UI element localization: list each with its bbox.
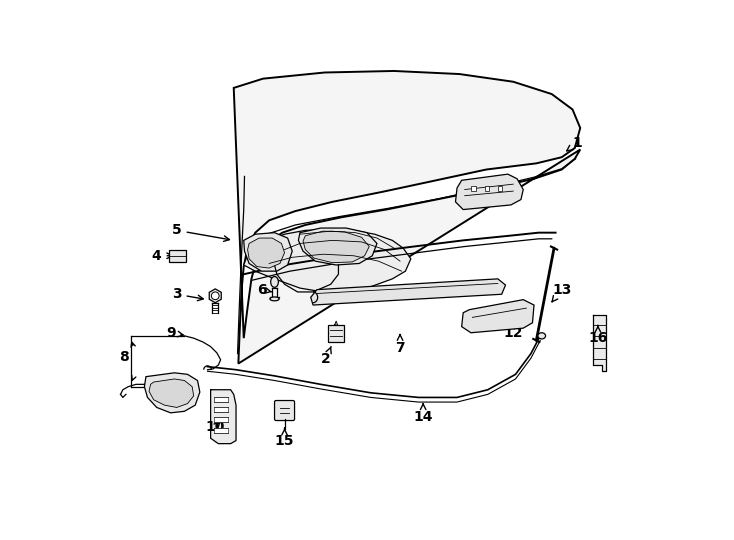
Polygon shape (244, 233, 292, 271)
Polygon shape (310, 279, 506, 305)
Text: 10: 10 (206, 420, 225, 434)
FancyBboxPatch shape (214, 408, 228, 412)
Text: 2: 2 (321, 347, 331, 366)
FancyBboxPatch shape (484, 186, 490, 191)
Polygon shape (209, 289, 221, 303)
Ellipse shape (270, 297, 279, 301)
Polygon shape (247, 238, 285, 268)
FancyBboxPatch shape (214, 397, 228, 402)
Polygon shape (244, 230, 411, 292)
Circle shape (211, 292, 219, 300)
FancyBboxPatch shape (214, 428, 228, 433)
Text: 4: 4 (152, 249, 172, 263)
Polygon shape (149, 379, 194, 408)
FancyBboxPatch shape (471, 186, 476, 191)
Text: 15: 15 (275, 428, 294, 448)
Polygon shape (299, 228, 377, 265)
Polygon shape (303, 231, 369, 262)
FancyBboxPatch shape (214, 417, 228, 422)
FancyBboxPatch shape (275, 401, 294, 421)
Polygon shape (233, 71, 580, 363)
Polygon shape (211, 390, 236, 444)
Text: 11: 11 (468, 190, 487, 206)
FancyBboxPatch shape (328, 325, 344, 342)
Polygon shape (145, 373, 200, 413)
Polygon shape (592, 315, 606, 372)
Text: 7: 7 (395, 335, 405, 355)
Text: 14: 14 (413, 404, 433, 424)
Text: 5: 5 (172, 224, 230, 241)
Text: 12: 12 (504, 319, 523, 340)
Polygon shape (456, 174, 523, 210)
Text: 9: 9 (166, 326, 184, 340)
Text: 1: 1 (567, 136, 582, 151)
Text: 6: 6 (257, 282, 272, 296)
Text: 13: 13 (552, 282, 572, 302)
Polygon shape (462, 300, 534, 333)
Text: 3: 3 (172, 287, 203, 301)
FancyBboxPatch shape (498, 186, 503, 191)
FancyBboxPatch shape (169, 249, 186, 262)
Ellipse shape (271, 276, 278, 287)
Text: 8: 8 (120, 350, 129, 365)
Ellipse shape (538, 333, 545, 339)
Text: 16: 16 (588, 326, 608, 345)
